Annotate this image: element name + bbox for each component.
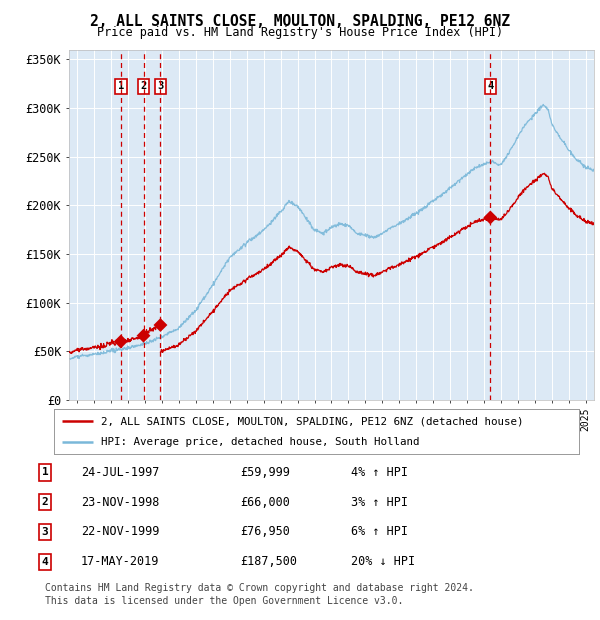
Text: 20% ↓ HPI: 20% ↓ HPI <box>351 556 415 568</box>
Text: 2: 2 <box>41 497 49 507</box>
Text: 17-MAY-2019: 17-MAY-2019 <box>81 556 160 568</box>
Text: £59,999: £59,999 <box>240 466 290 479</box>
Text: £66,000: £66,000 <box>240 496 290 508</box>
Text: 2, ALL SAINTS CLOSE, MOULTON, SPALDING, PE12 6NZ: 2, ALL SAINTS CLOSE, MOULTON, SPALDING, … <box>90 14 510 29</box>
Text: Price paid vs. HM Land Registry's House Price Index (HPI): Price paid vs. HM Land Registry's House … <box>97 26 503 38</box>
Text: 3: 3 <box>41 527 49 537</box>
Text: 2, ALL SAINTS CLOSE, MOULTON, SPALDING, PE12 6NZ (detached house): 2, ALL SAINTS CLOSE, MOULTON, SPALDING, … <box>101 416 524 427</box>
Text: 23-NOV-1998: 23-NOV-1998 <box>81 496 160 508</box>
Text: 22-NOV-1999: 22-NOV-1999 <box>81 526 160 538</box>
Text: HPI: Average price, detached house, South Holland: HPI: Average price, detached house, Sout… <box>101 436 420 447</box>
Text: 4: 4 <box>41 557 49 567</box>
Text: 1: 1 <box>118 81 124 91</box>
Text: 4: 4 <box>487 81 493 91</box>
Point <box>116 337 125 347</box>
Point <box>485 213 495 223</box>
Text: 2: 2 <box>140 81 146 91</box>
Text: 3% ↑ HPI: 3% ↑ HPI <box>351 496 408 508</box>
Text: 1: 1 <box>41 467 49 477</box>
Text: £76,950: £76,950 <box>240 526 290 538</box>
Text: 24-JUL-1997: 24-JUL-1997 <box>81 466 160 479</box>
Text: 3: 3 <box>157 81 164 91</box>
Point <box>139 330 148 340</box>
Text: 4% ↑ HPI: 4% ↑ HPI <box>351 466 408 479</box>
Text: £187,500: £187,500 <box>240 556 297 568</box>
Text: Contains HM Land Registry data © Crown copyright and database right 2024.
This d: Contains HM Land Registry data © Crown c… <box>45 583 474 606</box>
Text: 6% ↑ HPI: 6% ↑ HPI <box>351 526 408 538</box>
Point <box>155 320 165 330</box>
